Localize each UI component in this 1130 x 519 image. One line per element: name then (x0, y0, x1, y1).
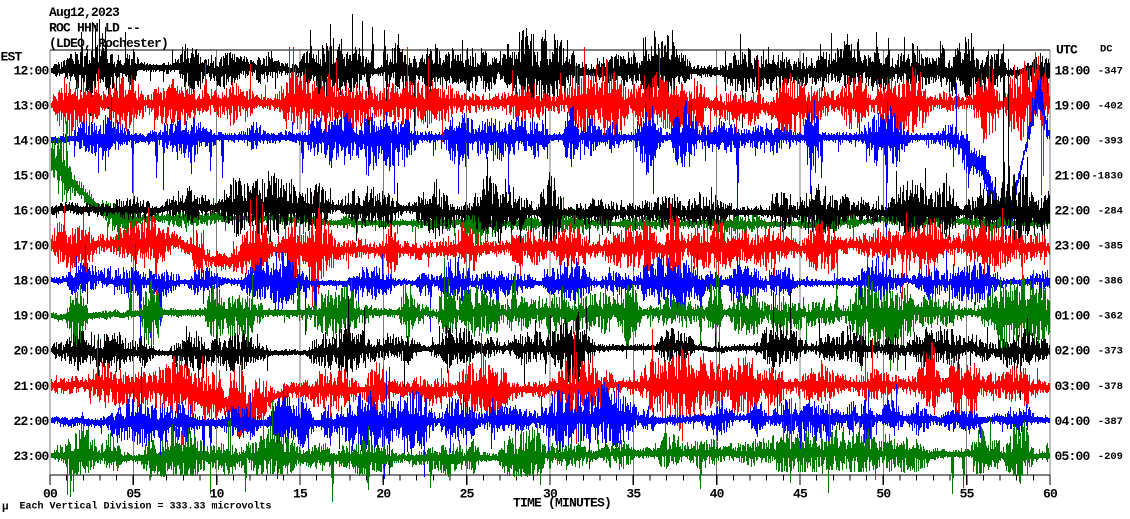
svg-text:-402: -402 (1098, 100, 1123, 112)
svg-text:01:00: 01:00 (1055, 309, 1091, 324)
svg-text:50: 50 (876, 487, 891, 502)
svg-text:-393: -393 (1098, 135, 1123, 147)
svg-text:DC: DC (1100, 44, 1113, 56)
svg-text:18:00: 18:00 (13, 274, 49, 289)
svg-text:02:00: 02:00 (1055, 344, 1091, 359)
svg-text:-284: -284 (1098, 206, 1123, 218)
svg-text:22:00: 22:00 (13, 414, 49, 429)
svg-text:40: 40 (710, 487, 725, 502)
svg-text:21:00: 21:00 (1055, 168, 1091, 183)
svg-text:Aug12,2023: Aug12,2023 (49, 5, 120, 20)
svg-text:Each Vertical Division = 333.: Each Vertical Division = 333.33 microvol… (20, 501, 272, 513)
svg-text:14:00: 14:00 (13, 133, 49, 148)
svg-text:22:00: 22:00 (1055, 204, 1091, 219)
svg-text:-387: -387 (1098, 416, 1123, 428)
svg-text:-1830: -1830 (1091, 170, 1123, 182)
svg-text:25: 25 (460, 487, 475, 502)
svg-text:TIME (MINUTES): TIME (MINUTES) (513, 496, 611, 511)
svg-text:05:00: 05:00 (1055, 449, 1091, 464)
svg-text:23:00: 23:00 (13, 449, 49, 464)
svg-text:55: 55 (960, 487, 975, 502)
svg-text:-209: -209 (1098, 451, 1123, 463)
svg-text:17:00: 17:00 (13, 239, 49, 254)
svg-text:05: 05 (126, 487, 141, 502)
svg-text:30: 30 (543, 487, 558, 502)
svg-text:12:00: 12:00 (13, 63, 49, 78)
svg-text:19:00: 19:00 (13, 309, 49, 324)
svg-text:13:00: 13:00 (13, 98, 49, 113)
svg-text:23:00: 23:00 (1055, 239, 1091, 254)
svg-text:04:00: 04:00 (1055, 414, 1091, 429)
svg-text:60: 60 (1043, 487, 1058, 502)
svg-text:-386: -386 (1098, 276, 1123, 288)
svg-text:-378: -378 (1098, 381, 1123, 393)
svg-text:-347: -347 (1098, 65, 1123, 77)
svg-text:00:00: 00:00 (1055, 274, 1091, 289)
svg-text:-362: -362 (1098, 311, 1123, 323)
svg-text:03:00: 03:00 (1055, 379, 1091, 394)
svg-text:-373: -373 (1098, 346, 1123, 358)
svg-text:15:00: 15:00 (13, 168, 49, 183)
svg-text:15: 15 (293, 487, 308, 502)
svg-text:EST: EST (1, 50, 23, 65)
svg-text:ROC HHN LD --: ROC HHN LD -- (49, 21, 140, 36)
svg-text:(LDEO, Rochester): (LDEO, Rochester) (49, 36, 168, 51)
svg-text:UTC: UTC (1056, 43, 1078, 58)
svg-text:19:00: 19:00 (1055, 98, 1091, 113)
svg-text:45: 45 (793, 487, 808, 502)
svg-text:16:00: 16:00 (13, 204, 49, 219)
svg-text:00: 00 (43, 487, 58, 502)
svg-text:20:00: 20:00 (1055, 133, 1091, 148)
svg-text:18:00: 18:00 (1055, 63, 1091, 78)
svg-text:21:00: 21:00 (13, 379, 49, 394)
svg-text:-385: -385 (1098, 241, 1123, 253)
svg-text:20: 20 (376, 487, 391, 502)
svg-text:35: 35 (626, 487, 641, 502)
svg-text:20:00: 20:00 (13, 344, 49, 359)
svg-text:10: 10 (210, 487, 225, 502)
svg-text:μ: μ (2, 502, 9, 514)
